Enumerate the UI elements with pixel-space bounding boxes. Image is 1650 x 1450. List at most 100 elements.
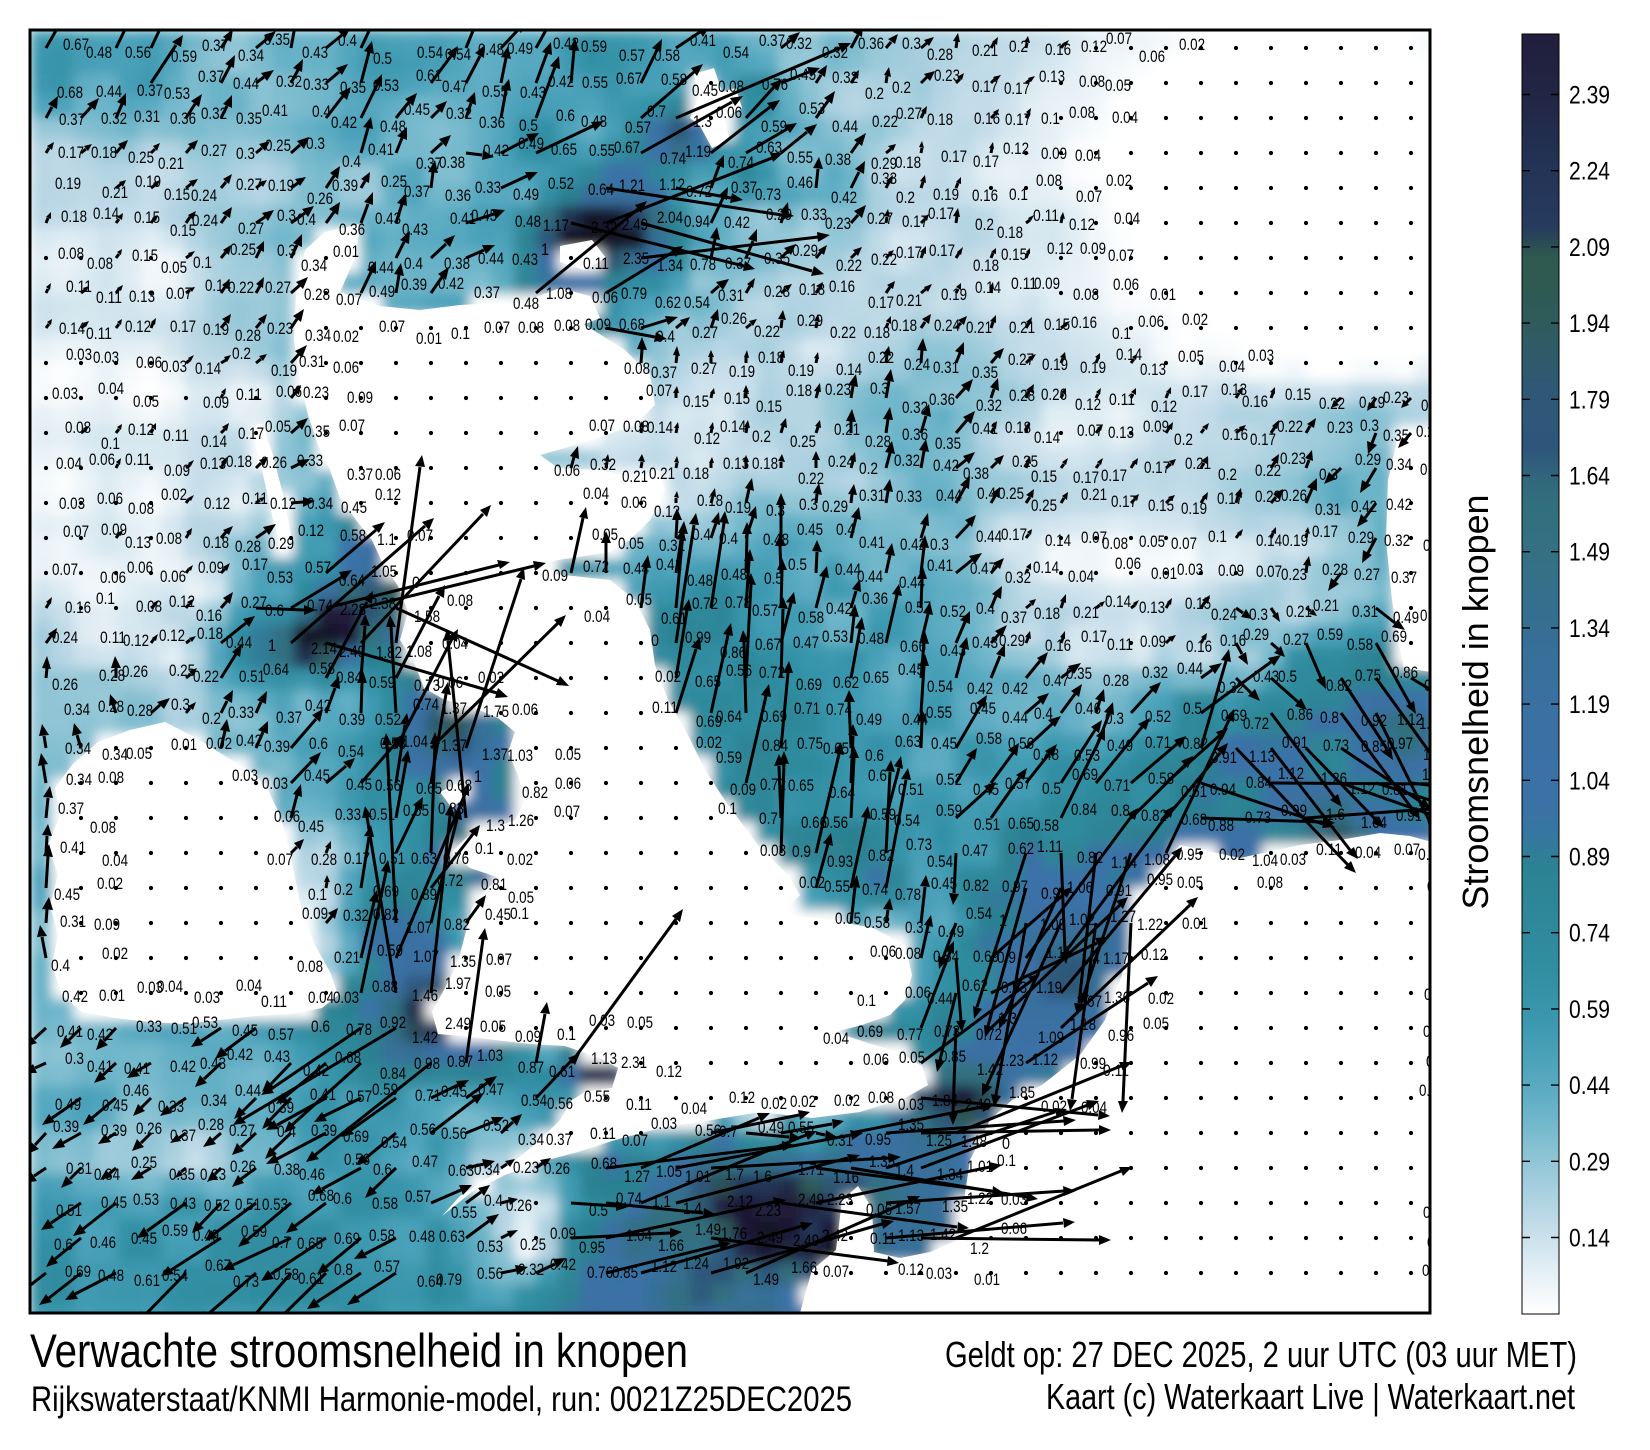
- svg-text:0.56: 0.56: [441, 1124, 467, 1143]
- svg-text:1.34: 1.34: [657, 256, 683, 275]
- svg-text:0.19: 0.19: [1359, 393, 1385, 412]
- svg-text:0.49: 0.49: [856, 710, 882, 729]
- svg-text:2.04: 2.04: [657, 208, 683, 227]
- svg-text:0.03: 0.03: [333, 988, 359, 1007]
- svg-text:0.47: 0.47: [442, 77, 468, 96]
- svg-text:0.68: 0.68: [619, 315, 645, 334]
- svg-text:0.53: 0.53: [373, 76, 399, 95]
- svg-text:0.1: 0.1: [510, 904, 529, 923]
- svg-text:0.84: 0.84: [336, 668, 362, 687]
- svg-text:0.63: 0.63: [756, 138, 782, 157]
- svg-text:0.17: 0.17: [1312, 522, 1338, 541]
- svg-text:0.35: 0.35: [972, 363, 998, 382]
- svg-text:0.69: 0.69: [796, 675, 822, 694]
- svg-text:0.01: 0.01: [171, 735, 197, 754]
- svg-text:0.65: 0.65: [863, 668, 889, 687]
- svg-text:0.75: 0.75: [1355, 666, 1381, 685]
- svg-text:0.37: 0.37: [1391, 568, 1417, 587]
- svg-text:0.5: 0.5: [1042, 779, 1061, 798]
- svg-text:Stroomsnelheid in knopen: Stroomsnelheid in knopen: [1455, 495, 1496, 910]
- svg-text:0.07: 0.07: [554, 802, 580, 821]
- svg-text:1.02: 1.02: [1069, 910, 1095, 929]
- svg-text:0.37: 0.37: [347, 465, 373, 484]
- svg-text:1.7: 1.7: [725, 1165, 744, 1184]
- svg-text:0.21: 0.21: [896, 291, 922, 310]
- svg-text:0.04: 0.04: [442, 634, 468, 653]
- svg-text:0.34: 0.34: [66, 770, 92, 789]
- svg-text:0.91: 0.91: [1211, 748, 1237, 767]
- svg-text:0.45: 0.45: [232, 1021, 258, 1040]
- svg-text:0.31: 0.31: [134, 107, 160, 126]
- svg-text:0.04: 0.04: [1081, 1098, 1107, 1117]
- svg-text:0.44: 0.44: [832, 117, 858, 136]
- svg-text:0.11: 0.11: [1107, 635, 1133, 654]
- svg-text:Kaart (c) Waterkaart Live | Wa: Kaart (c) Waterkaart Live | Waterkaart.n…: [1046, 1376, 1575, 1417]
- svg-text:0.15: 0.15: [134, 208, 160, 227]
- svg-text:0.03: 0.03: [59, 494, 85, 513]
- svg-text:0.91: 0.91: [1396, 806, 1422, 825]
- svg-text:0.35: 0.35: [764, 249, 790, 268]
- svg-text:1.03: 1.03: [507, 746, 533, 765]
- svg-text:0.05: 0.05: [1178, 347, 1204, 366]
- svg-text:1.26: 1.26: [508, 811, 534, 830]
- svg-text:0.61: 0.61: [298, 1269, 324, 1288]
- svg-text:0.62: 0.62: [962, 976, 988, 995]
- svg-text:0.02: 0.02: [655, 667, 681, 686]
- svg-text:0.18: 0.18: [226, 452, 252, 471]
- svg-text:0.12: 0.12: [1151, 397, 1177, 416]
- svg-text:0.09: 0.09: [302, 904, 328, 923]
- svg-text:0.58: 0.58: [1347, 635, 1373, 654]
- svg-text:0.08: 0.08: [1069, 103, 1095, 122]
- svg-text:0.7: 0.7: [647, 102, 666, 121]
- svg-text:0.11: 0.11: [242, 489, 268, 508]
- svg-text:1.3: 1.3: [693, 112, 712, 131]
- svg-text:0.32: 0.32: [1218, 678, 1244, 697]
- svg-text:0.1: 0.1: [718, 799, 737, 818]
- svg-text:0.34: 0.34: [238, 46, 264, 65]
- svg-text:0.21: 0.21: [966, 318, 992, 337]
- svg-text:0.64: 0.64: [263, 660, 289, 679]
- svg-text:0.4: 0.4: [51, 956, 70, 975]
- svg-text:0.04: 0.04: [681, 1099, 707, 1118]
- svg-text:0.29: 0.29: [822, 497, 848, 516]
- svg-text:0.06: 0.06: [437, 673, 463, 692]
- svg-text:0.09: 0.09: [1034, 274, 1060, 293]
- svg-text:0.65: 0.65: [823, 739, 849, 758]
- svg-text:0.69: 0.69: [343, 1127, 369, 1146]
- svg-text:0.53: 0.53: [192, 1013, 218, 1032]
- svg-text:0.17: 0.17: [896, 243, 922, 262]
- svg-text:1.19: 1.19: [685, 142, 711, 161]
- svg-text:1.19: 1.19: [1569, 691, 1610, 719]
- svg-text:0.42: 0.42: [1386, 495, 1412, 514]
- svg-text:0.72: 0.72: [1243, 714, 1269, 733]
- svg-text:1: 1: [999, 911, 1007, 930]
- svg-text:0.17: 0.17: [941, 147, 967, 166]
- svg-text:0.48: 0.48: [687, 571, 713, 590]
- svg-text:1.01: 1.01: [967, 1157, 993, 1176]
- svg-text:0.74: 0.74: [1569, 920, 1610, 948]
- svg-text:0.14: 0.14: [1116, 345, 1142, 364]
- svg-text:1.06: 1.06: [1067, 878, 1093, 897]
- svg-text:0.71: 0.71: [1145, 733, 1171, 752]
- svg-text:0.23: 0.23: [1255, 487, 1281, 506]
- svg-text:0.08: 0.08: [1073, 285, 1099, 304]
- svg-text:0.59: 0.59: [377, 941, 403, 960]
- svg-text:0.15: 0.15: [724, 389, 750, 408]
- svg-text:0.07: 0.07: [646, 381, 672, 400]
- svg-text:0.1: 0.1: [475, 839, 494, 858]
- svg-text:1.94: 1.94: [1569, 310, 1610, 338]
- svg-text:0.44: 0.44: [623, 559, 649, 578]
- svg-text:0.26: 0.26: [1041, 385, 1067, 404]
- svg-text:0.04: 0.04: [56, 454, 82, 473]
- svg-text:0.26: 0.26: [307, 189, 333, 208]
- svg-text:0.17: 0.17: [1250, 430, 1276, 449]
- svg-text:1.58: 1.58: [414, 607, 440, 626]
- svg-text:0.05: 0.05: [265, 417, 291, 436]
- svg-text:0.59: 0.59: [1317, 625, 1343, 644]
- svg-text:0.14: 0.14: [195, 359, 221, 378]
- svg-text:0.56: 0.56: [125, 43, 151, 62]
- svg-text:0.65: 0.65: [1008, 814, 1034, 833]
- svg-text:1.46: 1.46: [412, 986, 438, 1005]
- svg-text:1.34: 1.34: [937, 1165, 963, 1184]
- svg-text:0.04: 0.04: [1112, 108, 1138, 127]
